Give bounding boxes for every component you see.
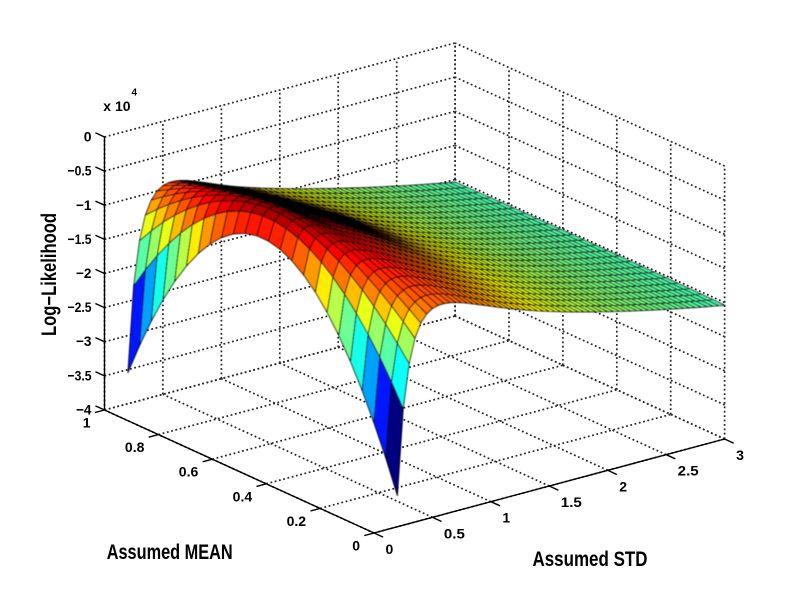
svg-text:0.4: 0.4 bbox=[233, 488, 253, 504]
svg-text:1: 1 bbox=[83, 415, 91, 431]
svg-text:−0.5: −0.5 bbox=[68, 163, 92, 179]
svg-text:1: 1 bbox=[502, 510, 510, 526]
svg-text:0.5: 0.5 bbox=[444, 525, 465, 541]
svg-text:−4: −4 bbox=[76, 402, 92, 418]
svg-text:Assumed MEAN: Assumed MEAN bbox=[107, 541, 233, 564]
svg-text:−1: −1 bbox=[76, 197, 92, 213]
svg-text:−3.5: −3.5 bbox=[68, 367, 92, 383]
svg-text:0.8: 0.8 bbox=[125, 439, 145, 455]
svg-text:0.2: 0.2 bbox=[287, 513, 307, 529]
svg-text:0: 0 bbox=[352, 538, 360, 554]
svg-text:3: 3 bbox=[736, 447, 744, 463]
svg-text:0: 0 bbox=[386, 541, 394, 557]
svg-text:−2: −2 bbox=[76, 265, 92, 281]
svg-text:0.6: 0.6 bbox=[179, 464, 199, 480]
svg-text:−1.5: −1.5 bbox=[68, 231, 92, 247]
svg-text:0: 0 bbox=[84, 129, 92, 145]
svg-text:4: 4 bbox=[132, 88, 138, 99]
svg-text:2.5: 2.5 bbox=[678, 463, 699, 479]
svg-text:Assumed STD: Assumed STD bbox=[533, 548, 648, 571]
svg-text:2: 2 bbox=[619, 478, 627, 494]
svg-text:Log−Likelihood: Log−Likelihood bbox=[38, 213, 61, 336]
svg-text:−3: −3 bbox=[76, 333, 92, 349]
svg-text:−2.5: −2.5 bbox=[68, 299, 92, 315]
svg-text:1.5: 1.5 bbox=[561, 494, 582, 510]
svg-text:x 10: x 10 bbox=[103, 98, 130, 114]
